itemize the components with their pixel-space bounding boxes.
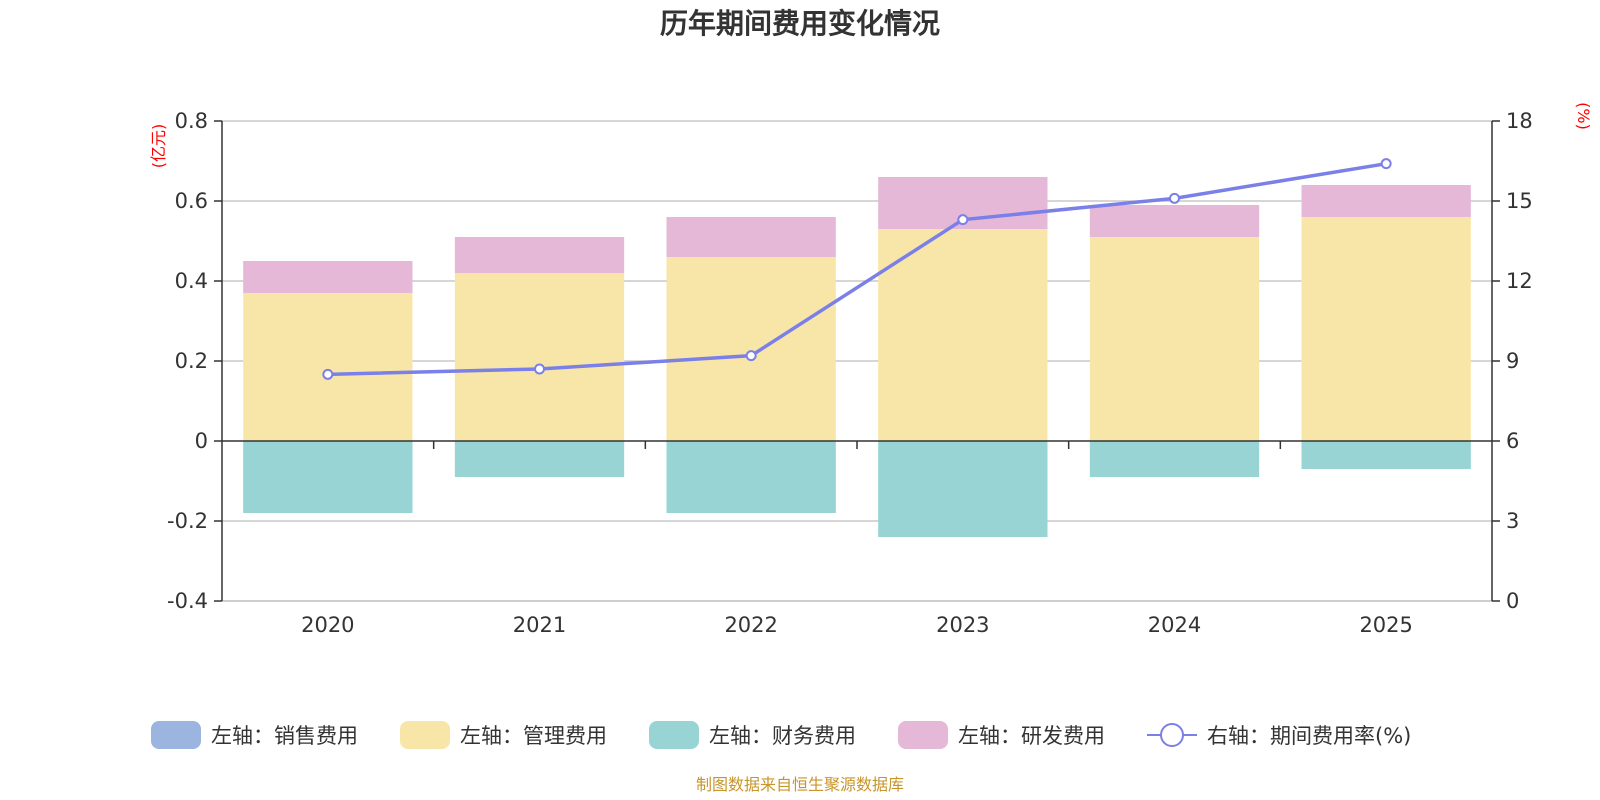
x-tick-label: 2023 (936, 613, 989, 637)
legend-label: 左轴：销售费用 (211, 724, 358, 748)
left-tick-label: 0.6 (175, 189, 208, 213)
right-axis-unit: (%) (1574, 102, 1593, 130)
rate-point-2025 (1380, 158, 1392, 170)
chart-title: 历年期间费用变化情况 (660, 7, 940, 40)
right-tick-label: 9 (1506, 349, 1519, 373)
bar-2021 (454, 237, 625, 273)
left-tick-label: -0.2 (167, 509, 208, 533)
left-tick-label: 0.2 (175, 349, 208, 373)
axes-layer: -0.4 -0.2 0 0.2 0.4 0.6 0.8 0 3 6 9 12 15 18 2020 2021 2… (167, 109, 1533, 637)
bar-2025 (1301, 441, 1471, 469)
x-tick-label: 2024 (1148, 613, 1201, 637)
bar-2021 (454, 441, 625, 477)
right-tick-label: 12 (1506, 269, 1533, 293)
bar-2022 (666, 257, 836, 441)
bar-2024 (1089, 205, 1260, 237)
legend-label: 右轴：期间费用率(%) (1207, 724, 1411, 748)
right-tick-label: 18 (1506, 109, 1533, 133)
bar-2022 (666, 217, 836, 257)
bar-2021 (454, 273, 625, 441)
legend-label: 左轴：研发费用 (958, 724, 1105, 748)
x-tick-label: 2025 (1359, 613, 1412, 637)
bar-2024 (1089, 237, 1260, 441)
x-tick-label: 2022 (724, 613, 777, 637)
left-axis-unit: (亿元) (149, 124, 168, 169)
rate-point-2023 (957, 214, 969, 226)
left-tick-label: 0.4 (175, 269, 208, 293)
right-tick-label: 3 (1506, 509, 1519, 533)
legend-marker-icon (1160, 723, 1184, 747)
bar-2023 (878, 441, 1048, 537)
rate-line-layer (322, 158, 1392, 380)
bar-2024 (1089, 441, 1260, 477)
bar-2020 (243, 261, 413, 293)
bar-2020 (243, 441, 413, 513)
left-tick-label: -0.4 (167, 589, 208, 613)
x-tick-label: 2020 (301, 613, 354, 637)
legend-label: 左轴：财务费用 (709, 724, 856, 748)
bars-layer (243, 177, 1471, 537)
bar-2025 (1301, 217, 1471, 441)
rate-point-2020 (322, 368, 334, 380)
legend-swatch (400, 721, 450, 749)
right-tick-label: 15 (1506, 189, 1533, 213)
x-tick-label: 2021 (513, 613, 566, 637)
left-tick-label: 0 (195, 429, 208, 453)
rate-point-2021 (534, 363, 545, 375)
bar-2023 (878, 229, 1048, 441)
legend-swatch (151, 721, 201, 749)
source-note: 制图数据来自恒生聚源数据库 (696, 775, 904, 794)
right-tick-label: 6 (1506, 429, 1519, 453)
legend-swatch (898, 721, 948, 749)
rate-point-2024 (1169, 192, 1180, 204)
bar-2022 (666, 441, 836, 513)
legend-label: 左轴：管理费用 (460, 724, 607, 748)
rate-point-2022 (745, 350, 757, 362)
legend: 左轴：销售费用 左轴：管理费用 左轴：财务费用 左轴：研发费用 右轴：期间费用率(%) (151, 721, 1411, 749)
left-tick-label: 0.8 (175, 109, 208, 133)
rate-line (327, 161, 1387, 377)
bar-2020 (243, 293, 413, 441)
right-tick-label: 0 (1506, 589, 1519, 613)
bar-2025 (1301, 185, 1471, 217)
legend-swatch (649, 721, 699, 749)
